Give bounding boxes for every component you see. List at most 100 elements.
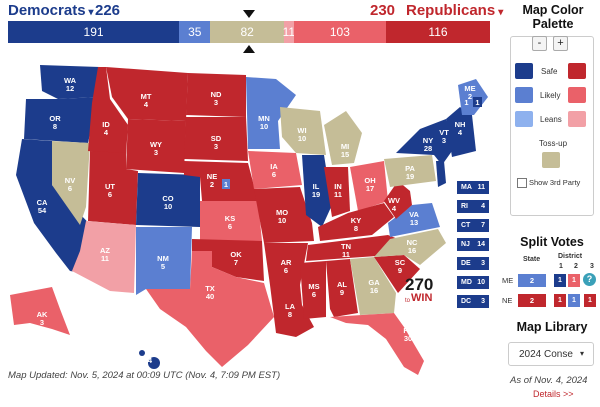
state-LA[interactable]	[270, 285, 314, 337]
state-IA[interactable]	[248, 151, 302, 189]
state-VA[interactable]	[388, 203, 440, 237]
district-2-header: 2	[574, 263, 578, 270]
swatch-likely-rep[interactable]	[568, 87, 586, 103]
state-OH[interactable]	[350, 161, 388, 211]
ne-district-3-cell[interactable]: 1	[584, 294, 596, 307]
state-GA[interactable]	[350, 257, 396, 315]
democrats-dropdown[interactable]: Democrats ▾	[8, 2, 94, 19]
state-AZ[interactable]	[72, 221, 136, 293]
small-state-abbr: DC	[461, 298, 472, 305]
state-ev-OR: 8	[53, 122, 57, 131]
state-ev-PA: 19	[406, 172, 414, 181]
state-NJ[interactable]	[436, 161, 446, 187]
state-ND[interactable]	[186, 73, 246, 117]
state-NY[interactable]	[396, 119, 452, 165]
me-district-2-cell[interactable]: 1	[568, 274, 580, 287]
swatch-leans-rep[interactable]	[568, 111, 586, 127]
swatch-tossup[interactable]	[542, 152, 560, 168]
state-HI[interactable]	[148, 357, 160, 369]
safe-label: Safe	[541, 67, 558, 76]
state-ev-AR: 6	[284, 266, 288, 275]
district-me1-box[interactable]	[462, 97, 471, 107]
dem-total: 226	[95, 2, 121, 19]
small-state-MA[interactable]: MA 11	[457, 181, 489, 194]
state-ev-CO: 10	[164, 202, 172, 211]
small-state-abbr: MA	[461, 184, 472, 191]
state-label-AL: AL	[337, 280, 347, 289]
state-AL[interactable]	[326, 259, 358, 317]
swatch-likely-dem[interactable]	[515, 87, 533, 103]
state-MO[interactable]	[254, 187, 314, 243]
state-FL[interactable]	[330, 313, 424, 375]
state-AR[interactable]	[264, 243, 308, 285]
state-ev-AL: 9	[340, 288, 344, 297]
state-WV[interactable]	[384, 181, 412, 219]
state-ev-MN: 10	[260, 122, 268, 131]
state-NC[interactable]	[374, 229, 446, 265]
state-PA[interactable]	[384, 155, 436, 187]
state-WI[interactable]	[280, 107, 326, 155]
district-3-header: 3	[590, 263, 594, 270]
ne-statewide-cell[interactable]: 2	[518, 294, 546, 307]
state-MI[interactable]	[324, 111, 362, 165]
state-MS[interactable]	[300, 261, 326, 319]
state-IL[interactable]	[302, 155, 332, 227]
state-CO[interactable]	[136, 173, 200, 227]
plus-button[interactable]: +	[553, 36, 568, 51]
swatch-safe-dem[interactable]	[515, 63, 533, 79]
district-me2-box[interactable]	[473, 97, 482, 107]
show-third-party-checkbox[interactable]	[517, 178, 527, 188]
state-ev-GA: 16	[370, 286, 378, 295]
state-ev-WI: 10	[298, 134, 306, 143]
small-state-DC[interactable]: DC 3	[457, 295, 489, 308]
state-NH[interactable]	[456, 111, 466, 143]
small-state-NJ[interactable]: NJ 14	[457, 238, 489, 251]
state-OR[interactable]	[24, 97, 98, 143]
state-WA[interactable]	[40, 65, 100, 99]
ne-district-1-cell[interactable]: 1	[554, 294, 566, 307]
state-HI-island[interactable]	[139, 350, 145, 356]
swatch-leans-dem[interactable]	[515, 111, 533, 127]
state-TN[interactable]	[306, 235, 398, 261]
small-state-RI[interactable]: RI 4	[457, 200, 489, 213]
swatch-safe-rep[interactable]	[568, 63, 586, 79]
state-ev-SC: 9	[398, 266, 402, 275]
state-SD[interactable]	[184, 117, 248, 161]
small-state-abbr: MD	[461, 279, 472, 286]
district-ne2-box[interactable]	[222, 179, 230, 189]
state-ev-WY: 3	[154, 148, 158, 157]
state-NE[interactable]	[184, 161, 258, 201]
small-state-MD[interactable]: MD 10	[457, 276, 489, 289]
state-WY[interactable]	[126, 119, 186, 173]
help-icon[interactable]: ?	[583, 273, 596, 286]
state-TX[interactable]	[146, 251, 274, 367]
state-IN[interactable]	[324, 167, 350, 217]
map-library-select[interactable]: 2024 Conse ▾	[508, 342, 594, 366]
state-VT[interactable]	[446, 115, 456, 145]
state-MN[interactable]	[246, 77, 296, 149]
small-state-abbr: CT	[461, 222, 471, 229]
ne-district-2-cell[interactable]: 1	[568, 294, 580, 307]
state-label-NV: NV	[65, 176, 75, 185]
state-MT[interactable]	[106, 67, 188, 121]
me-district-1-cell[interactable]: 1	[554, 274, 566, 287]
split-row-ne-label: NE	[502, 296, 513, 305]
republicans-dropdown[interactable]: Republicans ▾	[406, 2, 503, 19]
state-label-MT: MT	[141, 92, 152, 101]
minus-button[interactable]: -	[532, 36, 547, 51]
state-NM[interactable]	[136, 227, 192, 295]
rep-total: 230	[370, 2, 396, 19]
state-ev-TN: 11	[342, 250, 350, 259]
state-KY[interactable]	[318, 203, 394, 241]
details-link[interactable]: Details >>	[533, 389, 574, 399]
state-NV[interactable]	[52, 141, 90, 225]
state-OK[interactable]	[192, 239, 264, 281]
me-statewide-cell[interactable]: 2	[518, 274, 546, 287]
state-KS[interactable]	[200, 201, 262, 241]
small-state-DE[interactable]: DE 3	[457, 257, 489, 270]
state-ID[interactable]	[88, 67, 128, 155]
small-state-CT[interactable]: CT 7	[457, 219, 489, 232]
state-AK[interactable]	[10, 287, 70, 335]
state-SC[interactable]	[374, 255, 420, 293]
state-UT[interactable]	[88, 151, 138, 225]
